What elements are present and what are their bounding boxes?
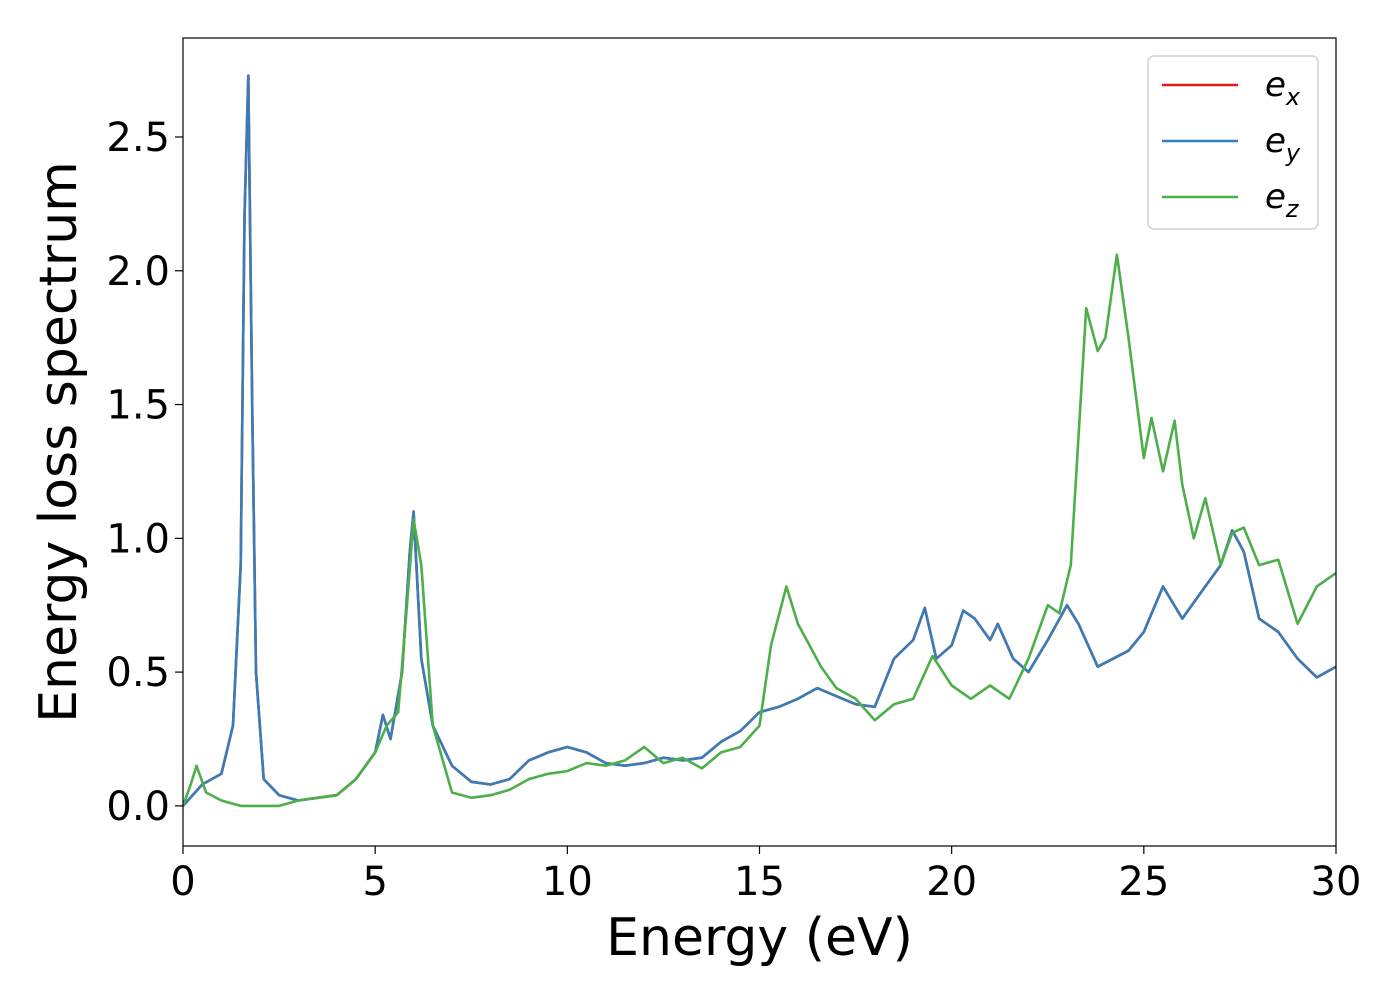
axes: 0 5 10 15 20 25 30 0.0 0.5 1.0 1.5 2.0 2.5 bbox=[106, 37, 1362, 905]
y-tick-label: 2.0 bbox=[106, 249, 170, 295]
y-tick-label: 0.0 bbox=[106, 784, 170, 830]
y-tick-label: 1.0 bbox=[106, 516, 170, 562]
x-tick-label: 15 bbox=[734, 859, 785, 905]
legend-label: ez bbox=[1265, 177, 1300, 223]
y-axis-label: Energy loss spectrum bbox=[29, 161, 89, 723]
x-tick-label: 0 bbox=[170, 859, 195, 905]
x-tick-label: 30 bbox=[1311, 859, 1362, 905]
x-axis-label: Energy (eV) bbox=[606, 908, 913, 968]
y-tick-label: 0.5 bbox=[106, 650, 170, 696]
y-tick-label: 1.5 bbox=[106, 383, 170, 429]
y-tick-label: 2.5 bbox=[106, 115, 170, 161]
legend-label: ex bbox=[1265, 65, 1301, 111]
legend: ex ey ez bbox=[1147, 55, 1319, 230]
x-tick-label: 20 bbox=[926, 859, 977, 905]
legend-label: ey bbox=[1265, 121, 1301, 167]
x-tick-label: 5 bbox=[362, 859, 387, 905]
series-line-e-z bbox=[183, 253, 1336, 808]
x-tick-label: 25 bbox=[1118, 859, 1169, 905]
plot-area bbox=[183, 74, 1336, 808]
legend-box bbox=[1147, 55, 1319, 230]
x-tick-label: 10 bbox=[542, 859, 593, 905]
